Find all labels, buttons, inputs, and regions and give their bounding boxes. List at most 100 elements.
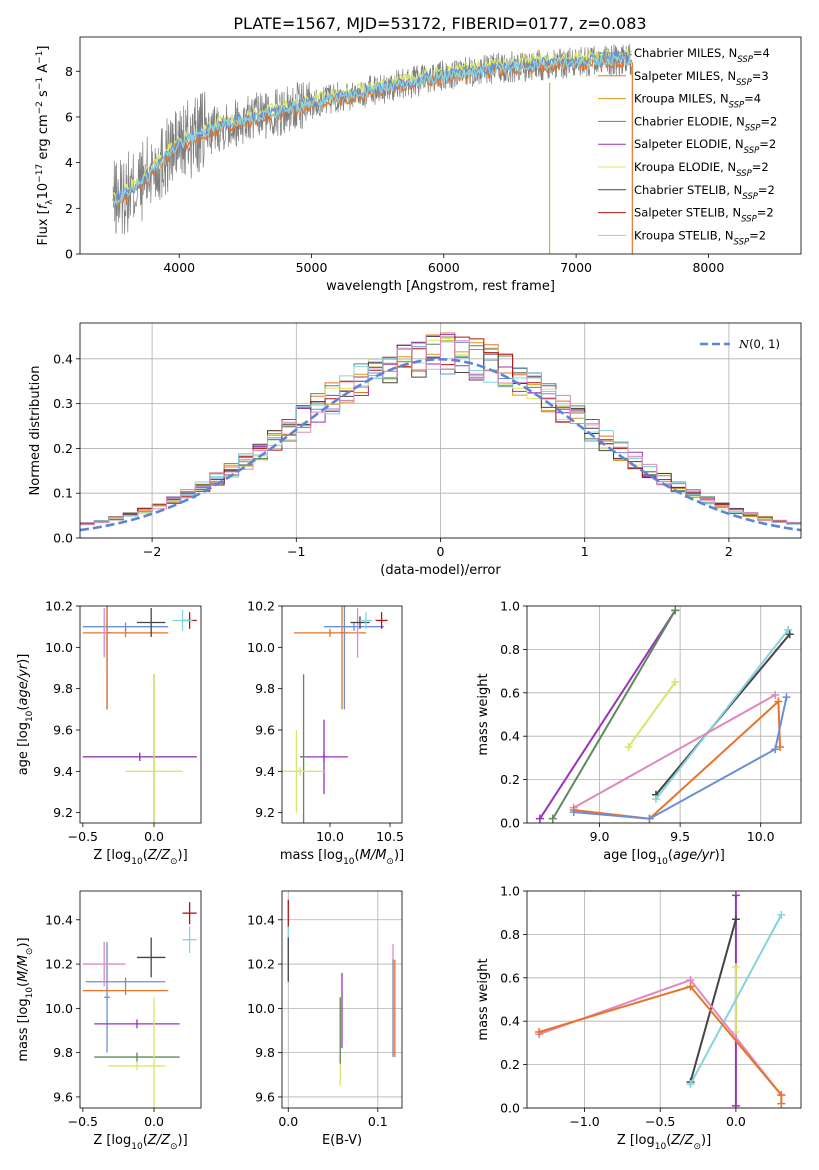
y-tick-label: 0: [65, 247, 73, 262]
weight-line: [573, 696, 788, 820]
y-tick-label: 0.0: [500, 816, 520, 831]
y-axis-label-part: A: [36, 64, 51, 77]
y-tick-label: 0.4: [500, 1014, 520, 1029]
weight-point: [548, 814, 557, 823]
x-axis-label-part: 10: [656, 857, 668, 867]
x-axis-label: (data-model)/error: [380, 563, 501, 578]
weight-point: [771, 745, 780, 754]
x-axis-label-part: ⊙: [170, 857, 178, 867]
legend-entry-sub: SSP: [737, 55, 753, 65]
plot-area: [282, 606, 388, 823]
plot-area: [80, 332, 801, 532]
x-tick-label: 4000: [163, 260, 195, 275]
plot-area: [535, 891, 786, 1108]
x-tick-label: −0.5: [68, 1114, 98, 1129]
axes-frame: [79, 36, 802, 255]
weight-point: [671, 606, 680, 615]
weight-point: [686, 982, 695, 991]
x-axis-label-part: Z [log: [93, 848, 131, 863]
y-axis-label: age [log10(age/yr)]: [16, 654, 35, 776]
spectrum-plot: 4000 5000 6000 7000 8000 0 2 4 6 8 wavelength [Ang…: [35, 36, 802, 294]
y-tick-label: 10.2: [247, 599, 275, 614]
weight-line: [573, 694, 776, 809]
x-axis-label: Z [log10(Z/Z⊙)]: [93, 848, 187, 867]
y-axis-label-part: f: [36, 202, 51, 209]
y-axis-label-part: age [log: [16, 722, 31, 775]
legend-entry-sub: SSP: [729, 101, 745, 111]
legend-entry: Kroupa ELODIE, NSSP=2: [634, 160, 769, 179]
weight-line: [689, 918, 737, 1083]
weight-point: [731, 1028, 740, 1037]
x-axis-label: Z [log10(Z/Z⊙)]: [93, 1133, 187, 1152]
y-tick-label: 10.2: [45, 957, 73, 972]
legend-entry: Kroupa MILES, NSSP=4: [634, 92, 761, 111]
y-axis-label: mass weight: [476, 673, 491, 755]
legend-entry-count: =4: [744, 92, 761, 106]
y-axis-label-part: Normed distribution: [28, 366, 43, 496]
legend-entry-part: N: [738, 337, 750, 351]
y-tick-label: 0.3: [53, 396, 73, 411]
weight-line: [573, 699, 781, 820]
mass-vs-metallicity-plot: −0.5 0.09.69.810.010.210.4Z [log10(Z/Z⊙)]…: [16, 890, 202, 1152]
weight-line: [627, 681, 677, 748]
weight-point: [569, 808, 578, 817]
y-tick-label: 10.0: [45, 1001, 73, 1016]
x-axis-label: age [log10(age/yr)]: [603, 848, 725, 867]
x-axis-label-part: ⊙: [170, 1142, 178, 1152]
y-axis-label-part: 10: [25, 710, 35, 722]
x-axis-label-part: )]: [178, 1133, 188, 1148]
x-tick-label: 8000: [692, 260, 724, 275]
y-axis-label-part: s: [36, 90, 51, 101]
spectrum-model-line: [112, 55, 633, 206]
weight-point: [731, 962, 740, 971]
y-axis-label-part: Flux [: [36, 209, 51, 245]
mass-vs-extinction-plot: 0.0 0.1 9.6 9.8 10.0 10.2 10.4 E(B-V): [247, 890, 403, 1148]
weight-point: [782, 693, 791, 702]
y-axis-label-part: −1: [35, 51, 45, 64]
x-tick-label: 0: [437, 544, 445, 559]
histogram-step-line: [80, 335, 801, 525]
spectrum-model-line: [112, 53, 632, 207]
weight-point: [731, 915, 740, 924]
legend-entry-sub: SSP: [742, 192, 758, 202]
y-tick-label: 0.4: [53, 351, 73, 366]
legend-entry-count: =2: [760, 114, 777, 128]
x-tick-label: −1.0: [569, 1114, 599, 1129]
x-axis-label-part: M/M: [360, 848, 387, 863]
legend-entry: Chabrier ELODIE, NSSP=2: [634, 114, 777, 133]
weight-point: [776, 743, 785, 752]
y-axis-label-part: mass [log: [16, 998, 31, 1061]
y-axis-label-part: erg cm: [36, 114, 51, 163]
y-tick-label: 0.2: [500, 772, 520, 787]
weight-point: [731, 1101, 740, 1108]
weight-point: [785, 630, 794, 639]
age-vs-mass-plot: 10.0 10.5 9.2 9.4 9.6 9.8 10.0 10.2 mass [log10(…: [247, 599, 404, 868]
y-tick-label: 0.1: [53, 486, 73, 501]
x-axis-label-part: 10: [655, 1142, 667, 1152]
y-axis-label: mass weight: [476, 958, 491, 1040]
legend-entry-label: Kroupa STELIB, N: [634, 228, 734, 242]
axes-frame: [79, 605, 202, 824]
x-tick-label: 9.5: [670, 829, 690, 844]
y-tick-label: 0.0: [53, 531, 73, 546]
y-tick-label: 8: [65, 64, 73, 79]
x-tick-label: 0.1: [368, 1114, 388, 1129]
weight-line: [689, 914, 783, 1085]
x-axis-label-part: 10: [131, 857, 143, 867]
x-tick-label: 0.0: [278, 1114, 298, 1129]
y-axis-label-part: 10: [36, 183, 51, 200]
y-tick-label: 9.4: [255, 764, 275, 779]
y-axis-label: Normed distribution: [28, 366, 43, 496]
y-tick-label: 0.6: [500, 970, 520, 985]
x-axis-label-part: )]: [178, 848, 188, 863]
weight-point: [731, 891, 740, 900]
x-axis-label-part: E(B-V): [322, 1133, 362, 1148]
y-axis-label-part: −2: [35, 101, 45, 114]
y-axis-label-part: −1: [35, 77, 45, 90]
x-axis-label-part: Z/Z: [147, 848, 171, 863]
legend-entry-label: Kroupa MILES, N: [634, 92, 729, 106]
x-tick-label: 10.5: [376, 829, 404, 844]
legend-entry-sub: SSP: [736, 169, 752, 179]
